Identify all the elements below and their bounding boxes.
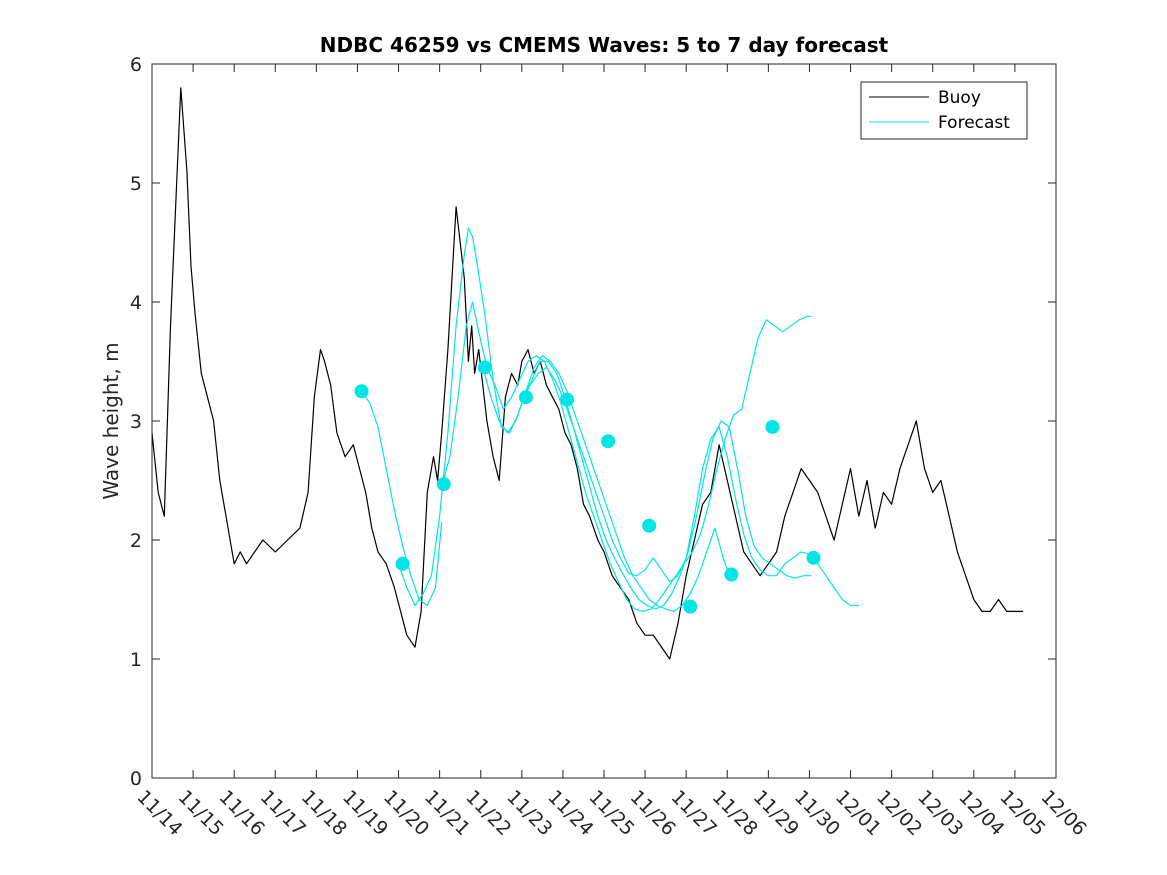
x-tick-label: 11/21	[420, 786, 474, 840]
forecast-marker	[642, 518, 657, 533]
x-tick-label: 11/17	[256, 786, 310, 840]
marker-layer	[354, 360, 821, 614]
forecast-series-line-2	[400, 227, 730, 613]
forecast-marker	[436, 477, 451, 492]
y-tick-label: 3	[130, 411, 142, 433]
forecast-marker	[724, 567, 739, 582]
y-axis-label: Wave height, m	[99, 342, 123, 499]
legend: Buoy Forecast	[860, 81, 1028, 140]
forecast-marker	[806, 550, 821, 565]
forecast-marker	[518, 390, 533, 405]
x-tick-label: 11/28	[708, 786, 762, 840]
series-layer	[151, 87, 1024, 660]
legend-forecast-label: Forecast	[938, 113, 1010, 133]
x-tick-label: 11/15	[174, 786, 228, 840]
x-tick-label: 11/16	[215, 786, 269, 840]
y-tick-label: 2	[130, 530, 142, 552]
x-tick-label: 12/01	[831, 786, 885, 840]
x-tick-label: 11/19	[338, 786, 392, 840]
x-tick-label: 12/05	[995, 786, 1049, 840]
x-tick-label: 11/25	[584, 786, 638, 840]
chart-title: NDBC 46259 vs CMEMS Waves: 5 to 7 day fo…	[320, 33, 889, 57]
x-tick-label: 11/29	[749, 786, 803, 840]
legend-box	[860, 81, 1028, 140]
x-tick-label: 11/22	[461, 786, 515, 840]
legend-buoy-label: Buoy	[938, 88, 981, 108]
y-tick-label: 4	[130, 292, 142, 314]
x-tick-label: 11/27	[667, 786, 721, 840]
forecast-series-line-3	[441, 301, 812, 613]
x-tick-label: 11/26	[626, 786, 680, 840]
forecast-marker	[354, 384, 369, 399]
y-tick-label: 0	[130, 768, 142, 790]
forecast-series-line-5	[523, 366, 859, 607]
x-tick-label: 12/02	[872, 786, 926, 840]
x-tick-label: 12/04	[954, 786, 1008, 840]
x-tick-label: 11/14	[132, 786, 186, 840]
forecast-marker	[395, 556, 410, 571]
forecast-series-line-1	[361, 390, 443, 607]
forecast-marker	[477, 360, 492, 375]
x-tick-label: 11/20	[379, 786, 433, 840]
x-tick-label: 11/18	[297, 786, 351, 840]
y-tick-label: 1	[130, 649, 142, 671]
x-tick-label: 11/24	[543, 786, 597, 840]
forecast-marker	[765, 419, 780, 434]
forecast-marker	[683, 599, 698, 614]
forecast-marker	[560, 392, 575, 407]
forecast-series-line-4	[482, 360, 812, 610]
x-tick-label: 11/23	[502, 786, 556, 840]
y-tick-label: 5	[130, 173, 142, 195]
x-tick-label: 11/30	[790, 786, 844, 840]
plot-background	[152, 64, 1056, 778]
forecast-marker	[601, 434, 616, 449]
y-axis-ticks: 0 1 2 3 4 5 6	[130, 54, 1056, 790]
y-tick-label: 6	[130, 54, 142, 76]
x-tick-label: 12/06	[1036, 786, 1090, 840]
x-tick-label: 12/03	[913, 786, 967, 840]
